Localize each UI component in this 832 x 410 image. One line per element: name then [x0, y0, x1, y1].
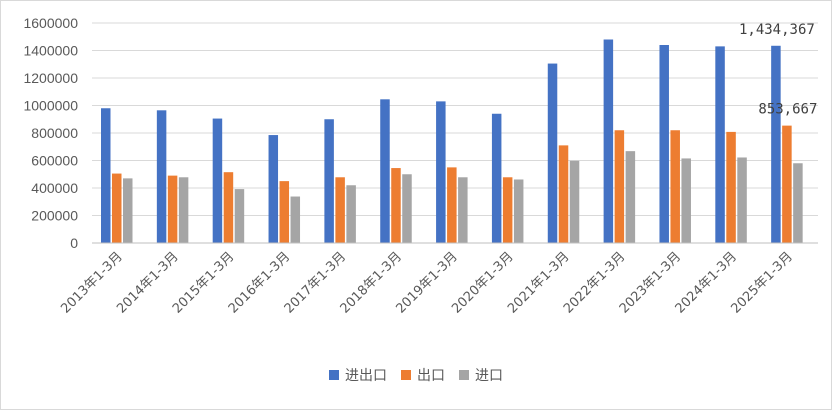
bar-出口-2024年1-3月	[726, 131, 736, 243]
bar-进出口-2016年1-3月	[268, 135, 279, 243]
data-label: 853,667	[758, 102, 817, 118]
bar-进口-2016年1-3月	[290, 196, 301, 243]
bar-进口-2021年1-3月	[569, 160, 580, 243]
y-tick-label: 800000	[31, 125, 78, 141]
bar-进口-2014年1-3月	[178, 177, 189, 243]
bar-进口-2020年1-3月	[513, 179, 524, 243]
bar-进出口-2018年1-3月	[380, 99, 390, 243]
legend-label-进出口: 进出口	[345, 368, 387, 384]
bar-出口-2022年1-3月	[614, 130, 625, 243]
legend-label-进口: 进口	[475, 368, 503, 384]
legend-swatch-进口	[459, 370, 469, 380]
y-tick-label: 600000	[31, 153, 78, 169]
bar-出口-2020年1-3月	[502, 177, 513, 243]
bar-进口-2022年1-3月	[625, 151, 636, 243]
bar-进出口-2015年1-3月	[212, 118, 223, 243]
data-label: 1,434,367	[739, 22, 815, 38]
bar-出口-2017年1-3月	[335, 177, 345, 243]
legend-swatch-进出口	[329, 370, 339, 380]
y-tick-label: 0	[70, 235, 78, 251]
y-tick-label: 400000	[31, 180, 78, 196]
bar-进出口-2022年1-3月	[603, 39, 614, 243]
bar-出口-2023年1-3月	[670, 130, 680, 243]
bar-进口-2024年1-3月	[737, 157, 747, 243]
legend-label-出口: 出口	[417, 368, 445, 384]
bar-进出口-2013年1-3月	[101, 108, 111, 243]
bar-出口-2014年1-3月	[167, 175, 178, 243]
bar-进出口-2019年1-3月	[436, 101, 446, 243]
bar-出口-2013年1-3月	[112, 173, 122, 243]
bar-进出口-2014年1-3月	[156, 110, 167, 243]
bar-进出口-2023年1-3月	[659, 45, 669, 243]
bar-进口-2013年1-3月	[123, 178, 133, 243]
bar-进出口-2025年1-3月	[771, 45, 781, 243]
bar-进口-2025年1-3月	[793, 163, 803, 243]
bar-进口-2023年1-3月	[681, 158, 691, 243]
legend-swatch-出口	[401, 370, 411, 380]
bar-出口-2018年1-3月	[391, 168, 401, 243]
y-tick-label: 1200000	[23, 70, 78, 86]
y-tick-label: 1000000	[23, 98, 78, 114]
bar-进口-2019年1-3月	[458, 177, 468, 243]
y-tick-label: 200000	[31, 208, 78, 224]
bar-出口-2015年1-3月	[223, 172, 234, 243]
bar-进口-2018年1-3月	[402, 174, 412, 243]
bar-进出口-2024年1-3月	[715, 46, 725, 243]
bar-进出口-2020年1-3月	[491, 113, 502, 243]
bar-进出口-2021年1-3月	[547, 63, 558, 243]
bar-出口-2021年1-3月	[558, 145, 569, 243]
y-tick-label: 1600000	[23, 15, 78, 31]
bar-出口-2019年1-3月	[447, 167, 457, 243]
bar-出口-2016年1-3月	[279, 181, 290, 243]
bar-出口-2025年1-3月	[782, 125, 792, 243]
bar-进口-2017年1-3月	[346, 185, 356, 243]
y-tick-label: 1400000	[23, 43, 78, 59]
bar-进口-2015年1-3月	[234, 189, 245, 243]
bar-进出口-2017年1-3月	[324, 119, 334, 243]
